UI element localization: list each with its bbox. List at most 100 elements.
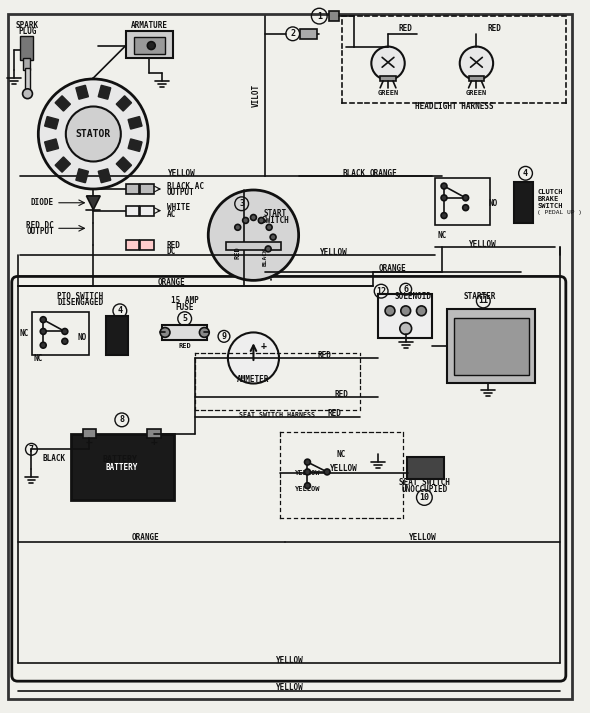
Circle shape: [62, 339, 68, 344]
Circle shape: [266, 246, 271, 252]
Text: GREEN: GREEN: [378, 90, 399, 96]
Text: RED: RED: [317, 351, 331, 359]
Text: DISENGAGED: DISENGAGED: [57, 299, 104, 307]
Bar: [140, 184, 154, 194]
Bar: [407, 457, 444, 479]
Circle shape: [38, 79, 148, 189]
Text: WHITE: WHITE: [167, 203, 190, 212]
Text: 2: 2: [290, 29, 295, 39]
Bar: [126, 206, 139, 215]
Text: YELLOW: YELLOW: [276, 656, 304, 665]
Text: BATTERY: BATTERY: [102, 455, 137, 463]
Text: AC: AC: [167, 210, 176, 219]
Circle shape: [62, 329, 68, 334]
Circle shape: [40, 329, 46, 334]
Circle shape: [148, 41, 155, 49]
Text: YELLOW: YELLOW: [330, 464, 358, 473]
Circle shape: [441, 212, 447, 218]
Text: 15 AMP: 15 AMP: [171, 297, 199, 305]
Bar: [468, 76, 484, 81]
Circle shape: [160, 327, 170, 337]
Text: NC: NC: [34, 354, 42, 364]
Text: ORANGE: ORANGE: [369, 169, 397, 178]
Circle shape: [324, 469, 330, 475]
Polygon shape: [87, 196, 100, 210]
Text: ORANGE: ORANGE: [379, 264, 407, 273]
Circle shape: [66, 106, 121, 162]
Circle shape: [235, 225, 241, 230]
Circle shape: [400, 322, 412, 334]
Bar: [148, 429, 161, 438]
Text: BLACK: BLACK: [263, 247, 268, 266]
Circle shape: [266, 225, 272, 230]
Bar: [71, 434, 174, 501]
Text: NO: NO: [489, 199, 497, 208]
Circle shape: [463, 205, 468, 210]
Circle shape: [22, 89, 32, 98]
Circle shape: [417, 306, 427, 316]
Text: STARTER: STARTER: [463, 292, 496, 301]
Text: 12: 12: [376, 287, 386, 296]
Circle shape: [401, 306, 411, 316]
Text: DC: DC: [167, 247, 176, 257]
Circle shape: [304, 469, 310, 475]
Bar: [22, 58, 31, 70]
Bar: [32, 312, 90, 355]
Text: NC: NC: [336, 450, 346, 458]
Text: RED: RED: [327, 409, 341, 419]
Text: RED DC: RED DC: [27, 221, 54, 230]
Text: YELLOW: YELLOW: [294, 470, 320, 476]
Bar: [514, 182, 533, 223]
Text: 3: 3: [239, 199, 244, 208]
Text: PTO SWITCH: PTO SWITCH: [57, 292, 104, 301]
Circle shape: [463, 195, 468, 201]
Text: RED: RED: [235, 247, 241, 260]
Bar: [380, 76, 396, 81]
Text: BRAKE: BRAKE: [537, 196, 559, 202]
Text: RED: RED: [178, 343, 191, 349]
Bar: [140, 206, 154, 215]
Circle shape: [40, 342, 46, 348]
Text: START: START: [264, 209, 287, 218]
Text: RED: RED: [335, 390, 349, 399]
Circle shape: [40, 317, 46, 322]
Text: 8: 8: [119, 416, 124, 424]
Bar: [128, 116, 142, 129]
Text: OUTPUT: OUTPUT: [167, 188, 195, 198]
Bar: [126, 184, 139, 194]
Text: BLACK: BLACK: [342, 169, 365, 178]
Text: DIODE: DIODE: [31, 198, 54, 207]
Bar: [454, 318, 529, 374]
Text: 9: 9: [221, 332, 227, 341]
Circle shape: [304, 483, 310, 488]
Text: SOLENOID: SOLENOID: [394, 292, 431, 301]
Circle shape: [371, 46, 405, 80]
Text: STATOR: STATOR: [76, 129, 111, 139]
Bar: [106, 316, 127, 355]
Text: YELLOW: YELLOW: [168, 169, 196, 178]
Text: AMMETER: AMMETER: [237, 375, 270, 384]
Circle shape: [208, 190, 299, 280]
Bar: [116, 157, 132, 173]
Bar: [329, 11, 339, 21]
Text: SEAT SWITCH: SEAT SWITCH: [399, 478, 450, 487]
Text: NO: NO: [77, 333, 87, 342]
Bar: [226, 242, 281, 250]
Text: YELLOW: YELLOW: [320, 248, 348, 257]
Circle shape: [228, 332, 279, 384]
Text: YELLOW: YELLOW: [276, 682, 304, 692]
Bar: [25, 68, 31, 90]
Bar: [55, 157, 70, 173]
Text: RED: RED: [487, 24, 501, 34]
Text: ARMATURE: ARMATURE: [131, 21, 168, 31]
Bar: [116, 96, 132, 111]
Text: PLUG: PLUG: [18, 27, 37, 36]
Text: ( PEDAL UP ): ( PEDAL UP ): [537, 210, 582, 215]
Text: ORANGE: ORANGE: [158, 278, 186, 287]
Bar: [126, 31, 173, 58]
Circle shape: [242, 217, 248, 223]
Text: 4: 4: [117, 307, 122, 315]
Text: SWITCH: SWITCH: [261, 216, 289, 225]
Text: BLACK AC: BLACK AC: [167, 182, 204, 190]
Text: BLACK: BLACK: [42, 453, 65, 463]
